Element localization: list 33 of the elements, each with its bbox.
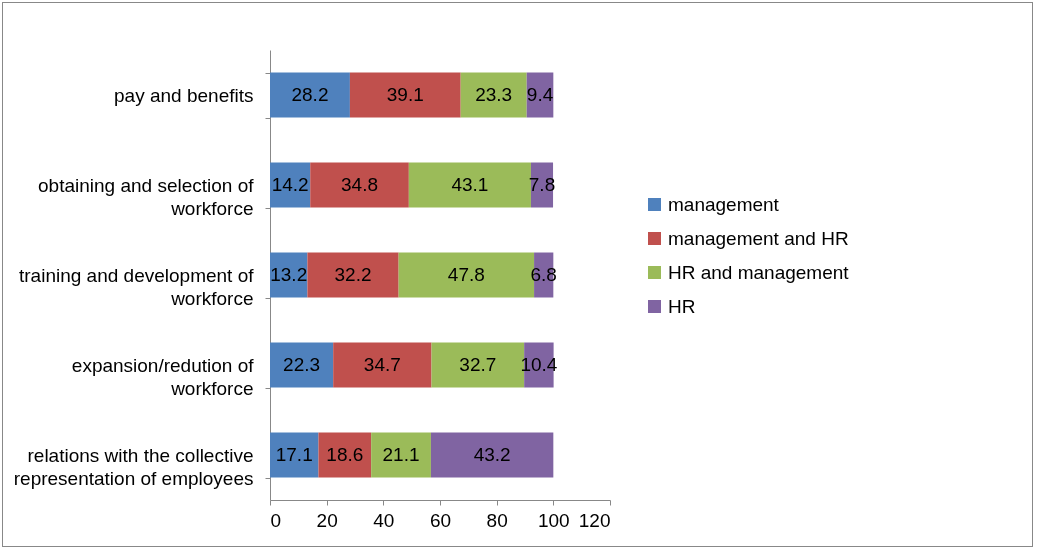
data-label: 47.8 — [447, 264, 485, 285]
x-tick-label: 100 — [537, 509, 570, 531]
y-tick-label: training and development of workforce — [19, 264, 255, 309]
data-label: 39.1 — [386, 84, 424, 105]
data-label: 23.3 — [475, 84, 513, 105]
y-tick-label: pay and benefits — [114, 84, 254, 106]
x-tick-label: 0 — [270, 509, 282, 531]
y-tick-label: expansion/redution of workforce — [71, 354, 255, 399]
y-tick-label: obtaining and selection of workforce — [38, 174, 255, 219]
legend-label: HR and management — [668, 261, 850, 283]
data-label: 34.7 — [363, 354, 401, 375]
x-tick-label: 120 — [578, 509, 611, 531]
data-label: 32.7 — [459, 354, 497, 375]
x-tick-label: 60 — [429, 509, 452, 531]
data-label: 32.2 — [334, 264, 372, 285]
y-tick-label: relations with the collective representation of employees — [13, 444, 254, 489]
data-label: 34.8 — [341, 174, 379, 195]
x-tick-label: 80 — [486, 509, 508, 531]
data-label: 28.2 — [291, 84, 329, 105]
data-label: 9.4 — [526, 84, 554, 105]
data-label: 14.2 — [271, 174, 309, 195]
legend-label: HR — [668, 295, 696, 317]
data-label: 43.2 — [473, 444, 511, 465]
legend-label: management and HR — [668, 227, 849, 249]
data-label: 17.1 — [275, 444, 313, 465]
x-tick-label: 40 — [373, 509, 395, 531]
data-label: 43.1 — [451, 174, 489, 195]
data-label: 21.1 — [382, 444, 420, 465]
data-label: 22.3 — [283, 354, 321, 375]
legend-label: management — [668, 193, 780, 215]
data-label: 18.6 — [326, 444, 364, 465]
x-tick-label: 20 — [316, 509, 338, 531]
data-label: 13.2 — [270, 264, 308, 285]
